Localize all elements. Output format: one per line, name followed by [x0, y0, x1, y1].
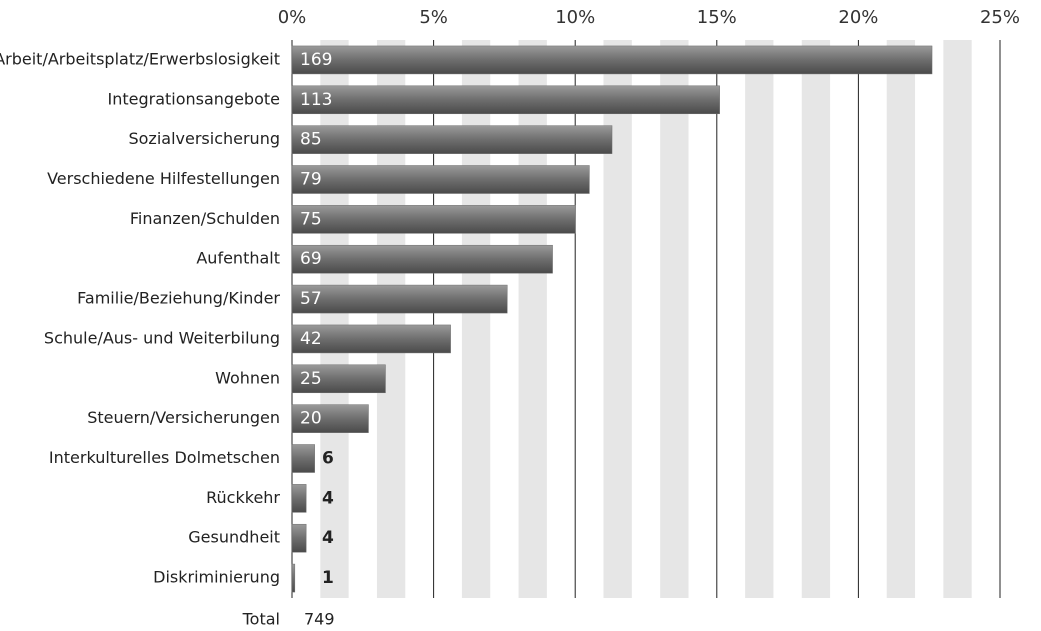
y-tick-label: Finanzen/Schulden	[130, 209, 280, 228]
y-tick-label: Sozialversicherung	[128, 129, 280, 148]
count-label: 85	[300, 130, 322, 150]
count-label: 6	[322, 449, 334, 469]
y-tick-label: Rückkehr	[206, 488, 280, 507]
y-tick-label: Arbeit/Arbeitsplatz/Erwerbslosigkeit	[0, 49, 280, 68]
bar	[291, 523, 307, 553]
bar	[291, 284, 508, 314]
bar	[291, 165, 590, 194]
count-label: 75	[300, 209, 322, 229]
y-tick-label: Interkulturelles Dolmetschen	[49, 448, 280, 467]
bar	[291, 484, 307, 513]
count-label: 20	[300, 409, 322, 429]
count-label: 57	[300, 289, 322, 309]
band	[801, 40, 831, 598]
count-label: 79	[300, 170, 322, 190]
total-label: Total	[242, 610, 280, 629]
count-label: 25	[300, 369, 322, 389]
band	[461, 40, 491, 598]
count-label: 4	[322, 528, 334, 548]
band	[518, 40, 547, 598]
band	[320, 40, 349, 598]
y-tick-label: Gesundheit	[188, 528, 280, 547]
x-tick-label: 5%	[419, 7, 448, 28]
x-tick-label: 25%	[980, 7, 1020, 28]
count-label: 4	[322, 488, 334, 508]
y-tick-label: Diskriminierung	[153, 568, 280, 587]
count-label: 69	[300, 249, 322, 269]
x-tick-label: 15%	[697, 7, 737, 28]
y-tick-label: Wohnen	[215, 368, 280, 387]
y-tick-label: Steuern/Versicherungen	[87, 408, 280, 427]
y-tick-label: Integrationsangebote	[107, 89, 280, 108]
count-label: 1	[322, 568, 334, 588]
x-tick-label: 0%	[278, 7, 307, 28]
y-tick-label: Aufenthalt	[196, 249, 280, 268]
count-label: 113	[300, 90, 332, 110]
bar	[291, 85, 720, 115]
y-tick-label: Familie/Beziehung/Kinder	[77, 289, 280, 308]
count-label: 42	[300, 329, 322, 349]
bar	[291, 45, 933, 75]
band	[886, 40, 916, 598]
bar	[291, 404, 369, 433]
bar	[291, 364, 386, 394]
y-tick-label: Schule/Aus- und Weiterbilung	[44, 328, 280, 347]
band	[943, 40, 972, 598]
bar	[291, 125, 613, 154]
y-tick-label: Verschiedene Hilfestellungen	[47, 169, 280, 188]
bar	[291, 563, 296, 593]
x-tick-label: 10%	[555, 7, 595, 28]
band	[745, 40, 774, 598]
band	[660, 40, 689, 598]
count-label: 169	[300, 50, 332, 70]
bar	[291, 205, 576, 234]
bar	[291, 244, 553, 274]
bar	[291, 324, 451, 354]
x-tick-label: 20%	[838, 7, 878, 28]
band	[376, 40, 406, 598]
band	[603, 40, 632, 598]
total-value: 749	[304, 610, 335, 629]
bar	[291, 444, 315, 473]
